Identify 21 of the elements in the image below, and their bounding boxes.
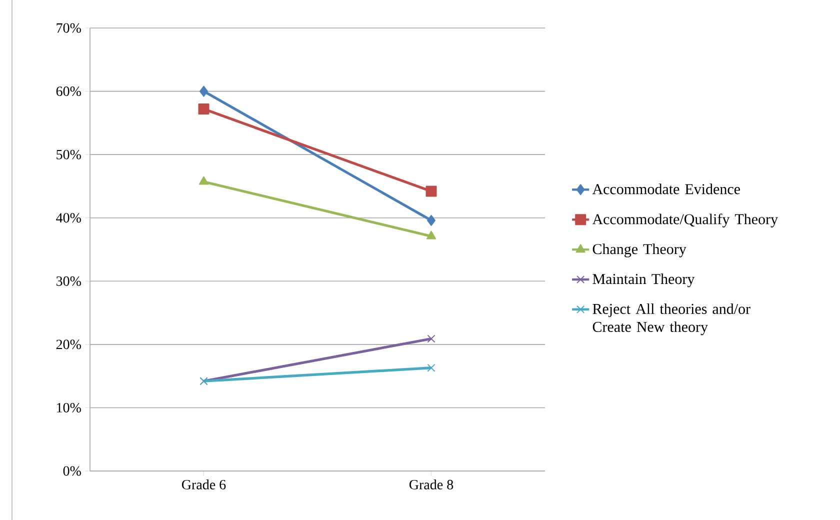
point	[427, 364, 436, 372]
y-tick-label: 10%	[57, 402, 81, 412]
point	[426, 186, 437, 197]
legend-label: Maintain Theory	[592, 274, 695, 288]
y-tick-label: 20%	[56, 340, 81, 350]
point	[427, 214, 436, 226]
y-tick-label: 30%	[56, 276, 81, 286]
y-tick-label: 60%	[56, 86, 81, 96]
point	[427, 334, 436, 343]
y-tick-label: 0%	[63, 466, 81, 476]
point	[198, 104, 210, 115]
legend-label: Reject All theories and/or Create New theory	[592, 303, 750, 336]
x-tick-label: Grade 6	[182, 480, 226, 490]
y-tick-label: 40%	[56, 213, 81, 223]
x-tick-label: Grade 8	[409, 480, 454, 490]
legend-label: Accommodate Evidence	[592, 184, 740, 194]
legend-label: Accommodate/Qualify Theory	[592, 214, 778, 228]
y-tick-label: 70%	[56, 23, 81, 33]
y-tick-label: 50%	[56, 150, 81, 160]
point	[200, 86, 208, 97]
legend-label: Change Theory	[592, 244, 686, 258]
